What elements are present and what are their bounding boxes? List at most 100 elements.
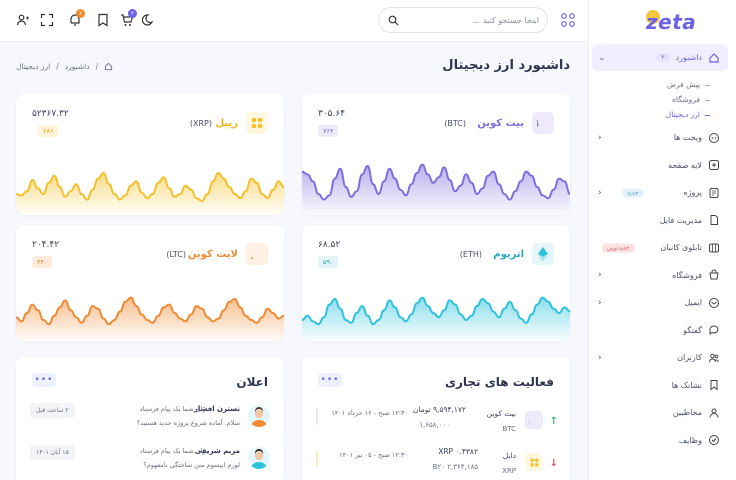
page-title: داشبورد ارز دیجیتال bbox=[442, 58, 570, 73]
bookmark-icon bbox=[710, 380, 718, 391]
svg-text:₿: ₿ bbox=[537, 117, 539, 129]
search-input[interactable] bbox=[409, 15, 539, 25]
sidebar-nav: داشبورد ۳ ⌄ پیش فرض فروشگاه ارز دیجیتال … bbox=[592, 44, 728, 454]
coin-name: ریپل bbox=[215, 118, 238, 129]
newest-badge: جدیدترین bbox=[602, 243, 635, 253]
coin-name: بیت کوین bbox=[477, 118, 524, 129]
apps-grid-icon[interactable] bbox=[560, 12, 576, 28]
fullscreen-icon[interactable] bbox=[40, 13, 54, 27]
sidebar-item-label: مخاطبین bbox=[672, 408, 702, 418]
message-summary: برای شما یک پیام فرستاد bbox=[139, 405, 208, 413]
sender-name: نسترن افشار bbox=[193, 405, 240, 413]
more-options-button[interactable]: ••• bbox=[32, 373, 56, 387]
chevron-left-icon: ‹ bbox=[598, 187, 602, 198]
sidebar-item-layout[interactable]: لایه صفحه bbox=[592, 152, 728, 180]
users-icon bbox=[709, 353, 719, 362]
more-options-button[interactable]: ••• bbox=[318, 373, 342, 387]
sidebar-item-label: گفتگو bbox=[683, 325, 702, 335]
sidebar-item-label: وظایف bbox=[678, 435, 702, 445]
sidebar-item-files[interactable]: مدیریت فایل bbox=[592, 207, 728, 235]
coin-card-xrp[interactable]: ریپل (XRP) ۵۲۳۶۷.۳۲ ۲۸۶ bbox=[16, 94, 284, 215]
ethereum-icon bbox=[532, 243, 554, 265]
chevron-left-icon: ‹ bbox=[598, 132, 602, 143]
sparkline-area bbox=[16, 297, 284, 341]
sidebar-item-users[interactable]: کاربران ‹ bbox=[592, 344, 728, 372]
contact-icon bbox=[709, 408, 719, 418]
arrow-up-icon: ↑ bbox=[549, 416, 558, 427]
sidebar-item-project[interactable]: پروژه جدید ‹ bbox=[592, 179, 728, 207]
trade-indicator-bar bbox=[316, 451, 318, 467]
coin-change-badge: ۷۶۴ bbox=[318, 125, 339, 137]
widget-icon bbox=[709, 132, 719, 143]
shop-icon bbox=[709, 269, 719, 280]
coin-card-ltc[interactable]: Ł لایت کوین (LTC) ۲۰۴.۴۲ ۲۴۰ bbox=[16, 225, 284, 341]
ripple-icon bbox=[246, 112, 268, 134]
coin-card-btc[interactable]: ₿ بیت کوین (BTC) ۳۰۵.۶۴ ۷۶۴ bbox=[302, 94, 570, 215]
sparkline-area bbox=[302, 297, 570, 341]
eth-sparkline-chart bbox=[302, 296, 570, 341]
cart-count-badge: ۲ bbox=[128, 9, 137, 18]
trade-time: ۱۲:۳۰ صبح - ۰۵ تیر ۱۴۰۱ bbox=[339, 451, 408, 459]
new-badge: جدید bbox=[622, 188, 644, 198]
message-preview: سلام. آماده شروع پروژه جدید هستید؟ bbox=[136, 419, 240, 427]
task-icon bbox=[709, 435, 719, 446]
chevron-left-icon: ‹ bbox=[598, 270, 602, 281]
coin-name: دایل bbox=[502, 451, 516, 460]
file-icon bbox=[710, 215, 718, 226]
sidebar-item-chat[interactable]: گفتگو bbox=[592, 317, 728, 345]
user-profile-icon[interactable] bbox=[16, 13, 30, 27]
breadcrumb-current: ارز دیجیتال bbox=[16, 62, 51, 71]
coin-name: لایت کوین bbox=[187, 249, 238, 260]
svg-text:Ł: Ł bbox=[251, 248, 253, 260]
sidebar-item-bookmarks[interactable]: نشانک ها bbox=[592, 372, 728, 400]
coin-symbol: (LTC) bbox=[166, 250, 186, 259]
announcement-row[interactable]: نسترن افشار برای شما یک پیام فرستاد سلام… bbox=[30, 403, 270, 445]
top-bar: ۲ ۶ bbox=[0, 0, 588, 42]
sidebar-item-tasks[interactable]: وظایف bbox=[592, 427, 728, 455]
chat-icon bbox=[709, 325, 719, 336]
litecoin-icon: Ł bbox=[246, 243, 268, 265]
notifications-button[interactable]: ۶ bbox=[68, 9, 85, 27]
trade-amount-secondary: B۲۰ ۲,۳۶۴,۱۸۵ bbox=[432, 463, 478, 471]
sidebar-subitem-crypto[interactable]: ارز دیجیتال bbox=[592, 107, 728, 122]
sidebar-item-shop[interactable]: فروشگاه ‹ bbox=[592, 262, 728, 290]
coin-symbol: BTC bbox=[502, 425, 516, 433]
announcements-panel: اعلان ••• نسترن افشار برای شما یک پیام ف… bbox=[16, 357, 284, 480]
sidebar-item-widgets[interactable]: ویجت ها ‹ bbox=[592, 124, 728, 152]
coin-card-eth[interactable]: اتریوم (ETH) ۶۸.۵۲ ۵۹۰ bbox=[302, 225, 570, 341]
sparkline-line bbox=[16, 296, 284, 326]
search-box[interactable] bbox=[378, 7, 548, 33]
brand-logo[interactable]: zeta bbox=[644, 8, 724, 39]
sidebar-subitem-shop[interactable]: فروشگاه bbox=[592, 92, 728, 107]
arrow-down-icon: ↓ bbox=[549, 458, 558, 469]
sidebar-item-kanban[interactable]: تابلوی کانبان جدیدترین bbox=[592, 234, 728, 262]
sidebar-subitem-default[interactable]: پیش فرض bbox=[592, 77, 728, 92]
activity-row[interactable]: ↑ ₿ بیت کوین BTC ۹,۵۹۴,۱۷۲ تومان ۱,۶۵۸,۰… bbox=[314, 405, 558, 453]
avatar bbox=[248, 405, 270, 427]
sidebar-item-label: مدیریت فایل bbox=[659, 215, 702, 225]
activity-row[interactable]: ↓ دایل XRP XRP ۰.۴۳۸۲ B۲۰ ۲,۳۶۴,۱۸۵ ۱۲:۳… bbox=[314, 447, 558, 480]
bookmark-icon[interactable] bbox=[96, 13, 110, 27]
search-icon[interactable] bbox=[388, 15, 399, 26]
coin-change-badge: ۲۴۰ bbox=[32, 256, 53, 268]
breadcrumb: / داشبورد / ارز دیجیتال bbox=[16, 62, 113, 71]
message-time: ۱۵ آبان ۱۴۰۱ bbox=[30, 445, 75, 460]
coin-name: بیت کوین bbox=[486, 409, 516, 418]
project-icon bbox=[709, 187, 719, 198]
cart-button[interactable]: ۲ bbox=[120, 9, 137, 27]
coin-price: ۵۲۳۶۷.۳۲ bbox=[32, 109, 69, 119]
announcement-row[interactable]: مریم شریفی برای شما یک پیام فرستاد لورم … bbox=[30, 445, 270, 480]
sidebar-item-dashboard[interactable]: داشبورد ۳ ⌄ bbox=[592, 44, 728, 71]
sparkline-line bbox=[16, 171, 284, 203]
sidebar-item-label: فروشگاه bbox=[672, 270, 702, 280]
message-summary: برای شما یک پیام فرستاد bbox=[139, 447, 208, 455]
sparkline-area bbox=[302, 164, 570, 215]
message-time: ۲ ساعت قبل bbox=[30, 403, 75, 418]
breadcrumb-separator: / bbox=[56, 62, 59, 71]
dark-mode-icon[interactable] bbox=[142, 13, 156, 27]
home-icon[interactable] bbox=[104, 62, 113, 71]
trade-amount-secondary: ۱,۶۵۸,۰۰۰ bbox=[419, 421, 450, 429]
sidebar-item-contacts[interactable]: مخاطبین bbox=[592, 399, 728, 427]
breadcrumb-dashboard[interactable]: داشبورد bbox=[64, 62, 90, 71]
sidebar-item-mail[interactable]: ایمیل ‹ bbox=[592, 289, 728, 317]
